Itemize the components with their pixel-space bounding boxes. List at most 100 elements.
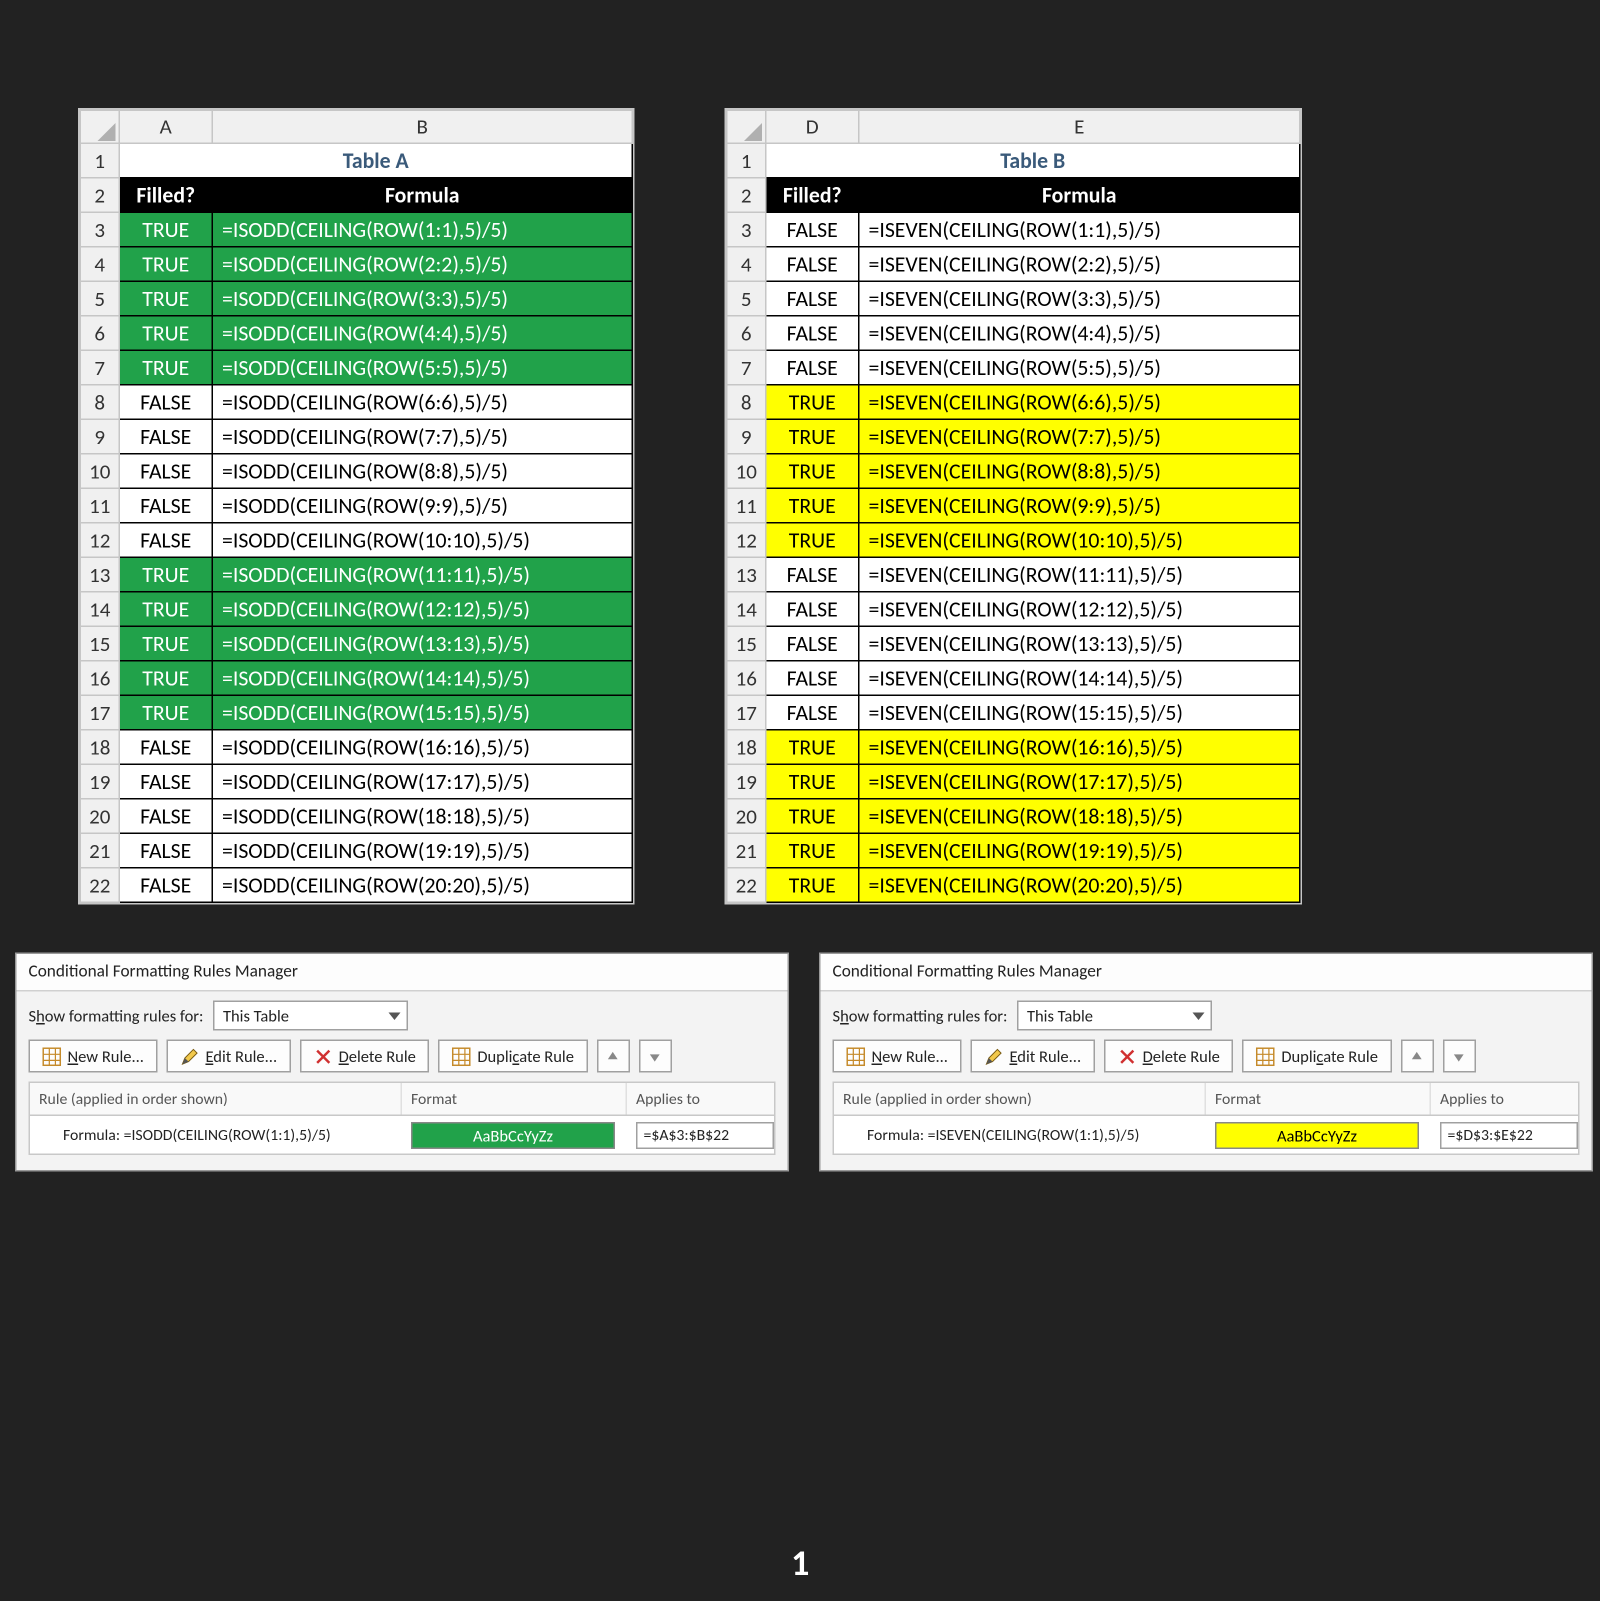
cell-formula[interactable]: =ISODD(CEILING(ROW(17:17),5)/5) [212,764,632,799]
row-header[interactable]: 10 [80,454,119,489]
rule-row[interactable]: Formula: =ISODD(CEILING(ROW(1:1),5)/5)Aa… [29,1116,776,1155]
cell-filled[interactable]: FALSE [766,626,859,661]
cell-filled[interactable]: FALSE [766,247,859,282]
cell-formula[interactable]: =ISODD(CEILING(ROW(16:16),5)/5) [212,730,632,765]
cell-formula[interactable]: =ISODD(CEILING(ROW(18:18),5)/5) [212,799,632,834]
row-header[interactable]: 14 [80,592,119,627]
cell-filled[interactable]: FALSE [766,592,859,627]
row-header[interactable]: 19 [727,764,766,799]
cell-filled[interactable]: TRUE [119,557,212,592]
cell-formula[interactable]: =ISEVEN(CEILING(ROW(11:11),5)/5) [859,557,1300,592]
cell-filled[interactable]: TRUE [119,695,212,730]
cell-formula[interactable]: =ISODD(CEILING(ROW(19:19),5)/5) [212,833,632,868]
cell-filled[interactable]: TRUE [766,868,859,903]
table-title[interactable]: Table B [766,143,1300,178]
row-header[interactable]: 3 [80,212,119,247]
column-header-cell[interactable]: Formula [859,178,1300,213]
table-title[interactable]: Table A [119,143,632,178]
col-header[interactable]: D [766,110,859,143]
row-header[interactable]: 9 [80,419,119,454]
new-rule-button[interactable]: New Rule... [833,1040,962,1073]
col-header[interactable]: A [119,110,212,143]
cell-filled[interactable]: FALSE [119,454,212,489]
row-header[interactable]: 3 [727,212,766,247]
cell-filled[interactable]: FALSE [119,764,212,799]
cell-formula[interactable]: =ISEVEN(CEILING(ROW(15:15),5)/5) [859,695,1300,730]
cell-formula[interactable]: =ISODD(CEILING(ROW(10:10),5)/5) [212,523,632,558]
col-header[interactable]: B [212,110,632,143]
column-header-cell[interactable]: Formula [212,178,632,213]
row-header[interactable]: 18 [80,730,119,765]
cell-formula[interactable]: =ISEVEN(CEILING(ROW(4:4),5)/5) [859,316,1300,351]
cell-formula[interactable]: =ISEVEN(CEILING(ROW(8:8),5)/5) [859,454,1300,489]
cell-formula[interactable]: =ISEVEN(CEILING(ROW(13:13),5)/5) [859,626,1300,661]
row-header[interactable]: 19 [80,764,119,799]
row-header[interactable]: 8 [80,385,119,420]
cell-formula[interactable]: =ISEVEN(CEILING(ROW(5:5),5)/5) [859,350,1300,385]
cell-filled[interactable]: TRUE [766,385,859,420]
cell-formula[interactable]: =ISODD(CEILING(ROW(14:14),5)/5) [212,661,632,696]
cell-filled[interactable]: TRUE [119,281,212,316]
row-header[interactable]: 6 [80,316,119,351]
cell-filled[interactable]: TRUE [119,592,212,627]
row-header[interactable]: 21 [80,833,119,868]
row-header[interactable]: 21 [727,833,766,868]
cell-formula[interactable]: =ISEVEN(CEILING(ROW(12:12),5)/5) [859,592,1300,627]
row-header[interactable]: 9 [727,419,766,454]
cell-formula[interactable]: =ISODD(CEILING(ROW(4:4),5)/5) [212,316,632,351]
cell-filled[interactable]: TRUE [766,799,859,834]
cell-formula[interactable]: =ISODD(CEILING(ROW(9:9),5)/5) [212,488,632,523]
row-header[interactable]: 15 [80,626,119,661]
cell-filled[interactable]: TRUE [119,661,212,696]
row-header[interactable]: 22 [727,868,766,903]
row-header[interactable]: 22 [80,868,119,903]
cell-filled[interactable]: FALSE [766,695,859,730]
cell-filled[interactable]: FALSE [766,350,859,385]
cell-filled[interactable]: TRUE [766,488,859,523]
row-header[interactable]: 7 [80,350,119,385]
row-header[interactable]: 12 [80,523,119,558]
cell-filled[interactable]: FALSE [119,833,212,868]
cell-filled[interactable]: TRUE [119,247,212,282]
row-header[interactable]: 1 [80,143,119,178]
row-header[interactable]: 11 [727,488,766,523]
row-header[interactable]: 17 [80,695,119,730]
cell-formula[interactable]: =ISODD(CEILING(ROW(6:6),5)/5) [212,385,632,420]
cell-formula[interactable]: =ISEVEN(CEILING(ROW(9:9),5)/5) [859,488,1300,523]
cell-filled[interactable]: TRUE [766,419,859,454]
cell-filled[interactable]: TRUE [766,523,859,558]
row-header[interactable]: 6 [727,316,766,351]
cell-filled[interactable]: FALSE [766,557,859,592]
cell-formula[interactable]: =ISEVEN(CEILING(ROW(17:17),5)/5) [859,764,1300,799]
cell-formula[interactable]: =ISODD(CEILING(ROW(8:8),5)/5) [212,454,632,489]
cell-formula[interactable]: =ISEVEN(CEILING(ROW(19:19),5)/5) [859,833,1300,868]
cell-formula[interactable]: =ISEVEN(CEILING(ROW(10:10),5)/5) [859,523,1300,558]
cell-formula[interactable]: =ISODD(CEILING(ROW(13:13),5)/5) [212,626,632,661]
cell-filled[interactable]: FALSE [119,488,212,523]
select-all-corner[interactable] [80,110,119,143]
edit-rule-button[interactable]: Edit Rule... [970,1040,1094,1073]
row-header[interactable]: 20 [80,799,119,834]
row-header[interactable]: 10 [727,454,766,489]
cell-formula[interactable]: =ISEVEN(CEILING(ROW(3:3),5)/5) [859,281,1300,316]
row-header[interactable]: 4 [727,247,766,282]
scope-select[interactable]: This Table [1016,1001,1211,1031]
cell-filled[interactable]: TRUE [119,316,212,351]
row-header[interactable]: 5 [727,281,766,316]
row-header[interactable]: 18 [727,730,766,765]
delete-rule-button[interactable]: Delete Rule [300,1040,430,1073]
column-header-cell[interactable]: Filled? [766,178,859,213]
row-header[interactable]: 20 [727,799,766,834]
row-header[interactable]: 17 [727,695,766,730]
cell-formula[interactable]: =ISODD(CEILING(ROW(3:3),5)/5) [212,281,632,316]
cell-formula[interactable]: =ISEVEN(CEILING(ROW(16:16),5)/5) [859,730,1300,765]
cell-filled[interactable]: FALSE [119,730,212,765]
cell-filled[interactable]: TRUE [766,730,859,765]
cell-filled[interactable]: FALSE [119,799,212,834]
row-header[interactable]: 16 [80,661,119,696]
cell-filled[interactable]: TRUE [766,454,859,489]
cell-filled[interactable]: FALSE [766,661,859,696]
cell-formula[interactable]: =ISEVEN(CEILING(ROW(14:14),5)/5) [859,661,1300,696]
cell-filled[interactable]: TRUE [766,764,859,799]
move-down-button[interactable] [1442,1040,1475,1073]
